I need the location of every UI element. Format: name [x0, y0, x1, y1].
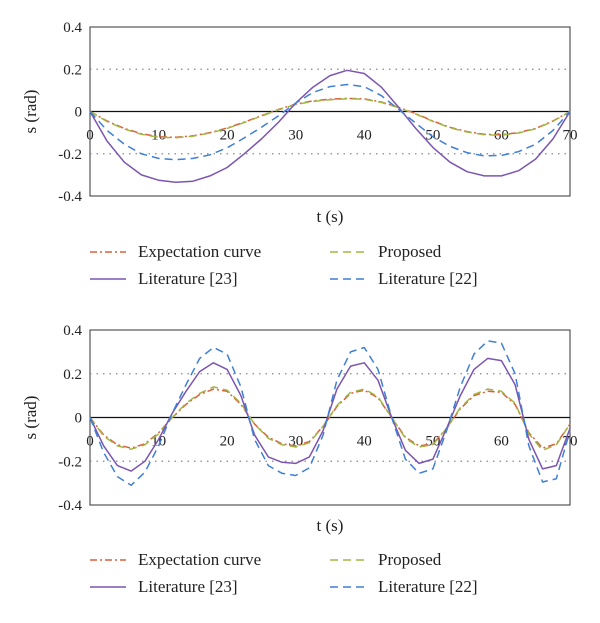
- legend-label: Proposed: [378, 550, 442, 569]
- y-tick-label: 0: [75, 105, 83, 121]
- series-line-1: [89, 98, 571, 139]
- y-tick-label: 0.2: [63, 367, 82, 383]
- x-tick-label: 50: [425, 128, 440, 144]
- y-tick-label: -0.2: [58, 454, 82, 470]
- x-tick-label: 40: [357, 434, 372, 450]
- x-tick-label: 50: [425, 434, 440, 450]
- x-tick-label: 20: [220, 434, 235, 450]
- x-tick-label: 0: [86, 128, 94, 144]
- legend-label: Literature [23]: [138, 269, 238, 288]
- y-tick-label: 0.2: [63, 62, 82, 78]
- x-tick-label: 20: [220, 128, 235, 144]
- x-tick-label: 0: [86, 434, 94, 450]
- legend-label: Proposed: [378, 242, 442, 261]
- x-tick-label: 60: [494, 128, 509, 144]
- x-axis-label: t (s): [317, 516, 344, 535]
- series-line-3: [89, 340, 571, 487]
- series-line-1: [89, 386, 571, 452]
- legend-bottom: Expectation curve Proposed Literature [23]…: [90, 550, 478, 596]
- y-tick-label: -0.4: [58, 498, 82, 514]
- chart-bottom: 0.40.20-0.2-0.40 10 20 30 40 50 60 70t (s)s (ra…: [21, 323, 578, 535]
- y-axis-label: s (rad): [21, 90, 40, 134]
- y-axis-label: s (rad): [21, 396, 40, 440]
- legend-top: Expectation curve Proposed Literature [23]…: [90, 242, 478, 288]
- legend-label: Expectation curve: [138, 550, 261, 569]
- x-tick-label: 40: [357, 128, 372, 144]
- y-tick-label: 0.4: [63, 20, 82, 36]
- legend-label: Literature [22]: [378, 577, 478, 596]
- legend-label: Expectation curve: [138, 242, 261, 261]
- x-tick-label: 70: [563, 128, 578, 144]
- series-line-0: [89, 388, 571, 449]
- legend-label: Literature [23]: [138, 577, 238, 596]
- series-line-2: [89, 69, 571, 184]
- x-tick-label: 30: [288, 128, 303, 144]
- series-line-3: [89, 83, 571, 161]
- y-tick-label: 0: [75, 411, 83, 427]
- y-tick-label: -0.4: [58, 189, 82, 205]
- x-tick-label: 60: [494, 434, 509, 450]
- x-axis-label: t (s): [317, 207, 344, 226]
- chart-top: 0.40.20-0.2-0.40 10 20 30 40 50 60 70t (s)s (ra…: [21, 20, 578, 226]
- y-tick-label: -0.2: [58, 147, 82, 163]
- x-tick-label: 10: [151, 128, 166, 144]
- y-tick-label: 0.4: [63, 323, 82, 339]
- legend-label: Literature [22]: [378, 269, 478, 288]
